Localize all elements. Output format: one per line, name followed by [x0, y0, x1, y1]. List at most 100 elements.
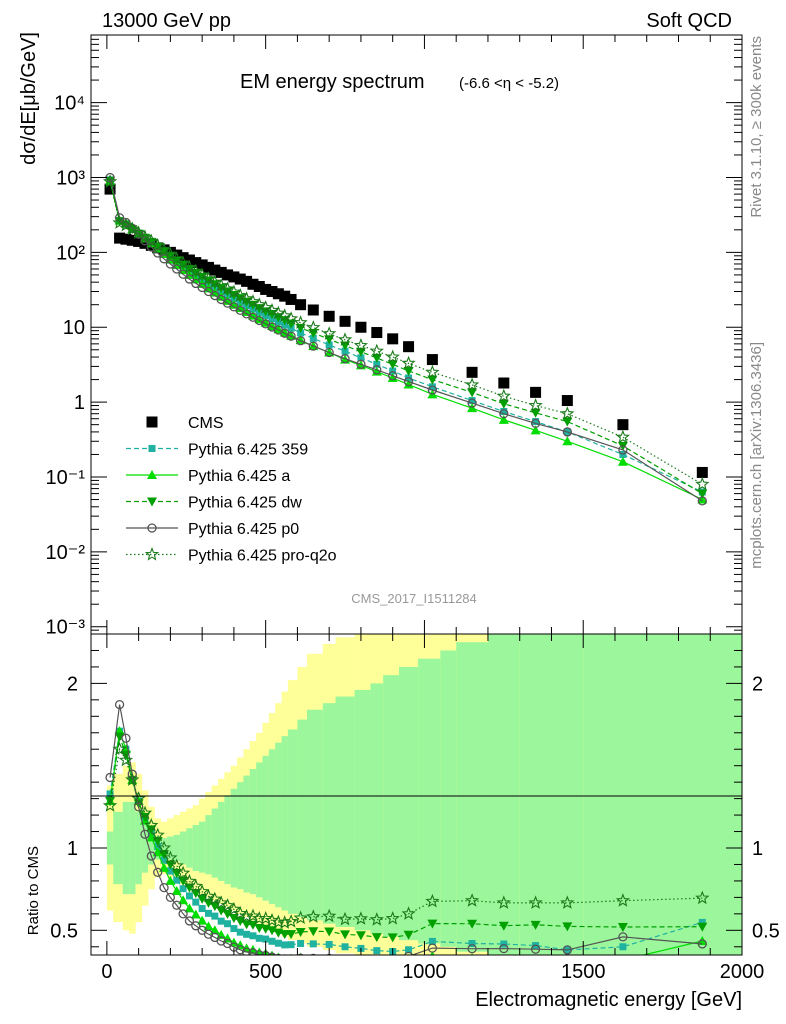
data-point — [153, 248, 163, 258]
ratio-point — [322, 908, 337, 923]
data-point — [467, 398, 477, 408]
side-text-bottom: mcplots.cern.ch [arXiv:1306.3436] — [748, 342, 765, 569]
band-inner-bin — [268, 749, 276, 904]
band-inner-bin — [519, 634, 552, 955]
data-point — [190, 257, 202, 269]
ratio-xlabel: Electromagnetic energy [GeV] — [475, 989, 742, 1011]
legend-item-pythia-6-425-a: Pythia 6.425 a — [126, 468, 290, 485]
data-point — [356, 359, 366, 369]
ratio-point — [618, 932, 628, 942]
data-point — [618, 445, 628, 455]
main-frame — [90, 34, 743, 635]
ratio-point — [388, 958, 398, 967]
data-point — [226, 284, 242, 299]
ratio-point — [121, 733, 131, 743]
ratio-point — [499, 943, 509, 954]
data-point — [372, 365, 382, 375]
data-point — [172, 264, 182, 274]
data-point — [220, 281, 235, 296]
legend-marker — [148, 445, 156, 452]
ratio-point — [144, 817, 159, 832]
legend-marker — [147, 523, 157, 533]
band-inner-bin — [322, 703, 336, 924]
ratio-point — [182, 873, 197, 888]
band-inner-bin — [487, 634, 521, 955]
band-inner-bin — [370, 683, 384, 934]
ratio-point — [428, 937, 436, 945]
ratio-y-tick-label-right: 0.5 — [752, 920, 780, 942]
data-point — [239, 291, 254, 305]
ratio-point — [369, 912, 384, 926]
data-point — [197, 282, 207, 293]
data-point — [530, 425, 541, 435]
y-tick-label: 10⁻¹ — [46, 467, 86, 489]
legend-label: Pythia 6.425 pro-q2o — [188, 548, 337, 565]
data-point — [387, 333, 399, 345]
legend-marker — [146, 416, 158, 428]
ratio-point — [309, 940, 317, 948]
ratio-series-pythia-6-425-pro-q2o — [102, 741, 710, 929]
ratio-point — [220, 898, 235, 912]
ratio-point — [160, 856, 168, 864]
legend-item-cms: CMS — [146, 415, 224, 432]
ratio-point — [112, 741, 127, 756]
data-point — [228, 271, 240, 283]
ratio-point — [185, 892, 193, 900]
ratio-y-tick-label-left: 1 — [67, 838, 78, 860]
data-point — [188, 263, 203, 278]
ratio-point — [197, 915, 208, 925]
ratio-point — [340, 930, 351, 940]
data-point — [403, 379, 414, 389]
ratio-point — [310, 953, 317, 955]
data-point — [297, 329, 305, 337]
data-point — [528, 397, 543, 412]
ratio-point — [165, 875, 176, 885]
data-point — [401, 355, 416, 370]
ratio-point — [258, 911, 273, 925]
ratio-point — [179, 885, 187, 893]
ratio-point — [697, 922, 708, 932]
data-point — [499, 409, 509, 419]
data-point — [295, 336, 306, 346]
ratio-point — [326, 953, 333, 955]
data-point — [427, 385, 438, 395]
ratio-point — [204, 909, 212, 917]
data-point — [530, 418, 541, 429]
data-point — [560, 406, 575, 420]
ratio-point — [166, 867, 174, 875]
ratio-point — [171, 885, 182, 895]
data-point — [498, 377, 510, 389]
ratio-ylabel: Ratio to CMS — [25, 846, 42, 935]
ratio-point — [531, 956, 541, 965]
ratio-point — [340, 957, 350, 966]
ratio-panel: 0.5 0.51 12 20 500 1000 1500 2000 Ratio to CMS … — [25, 633, 780, 1011]
data-point — [295, 299, 307, 311]
data-point — [369, 343, 384, 358]
ratio-point — [337, 911, 353, 926]
band-inner-bin — [456, 642, 489, 952]
ratio-point — [197, 894, 208, 904]
band-inner-bin — [583, 634, 742, 955]
data-point — [403, 341, 415, 353]
ratio-point — [355, 931, 366, 941]
data-point — [562, 417, 573, 427]
ratio-point — [230, 925, 238, 933]
ratio-point — [192, 898, 200, 906]
data-point — [118, 217, 134, 232]
band-inner-bin — [399, 666, 419, 941]
ratio-point — [430, 951, 435, 955]
band-inner-bin — [106, 831, 114, 865]
band-inner-bin — [237, 782, 244, 890]
ratio-point — [341, 956, 349, 964]
ratio-point — [324, 927, 335, 937]
main-ylabel: dσ/dE[μb/GeV] — [18, 32, 40, 165]
legend-item-pythia-6-425-p0: Pythia 6.425 p0 — [126, 521, 299, 538]
ratio-point — [211, 912, 219, 920]
ratio-point — [217, 917, 225, 925]
band-inner-bin — [198, 821, 206, 873]
data-point — [234, 273, 246, 285]
data-point — [112, 215, 127, 229]
ratio-point — [268, 937, 276, 945]
band-inner-bin — [211, 808, 219, 878]
data-point — [228, 299, 239, 309]
